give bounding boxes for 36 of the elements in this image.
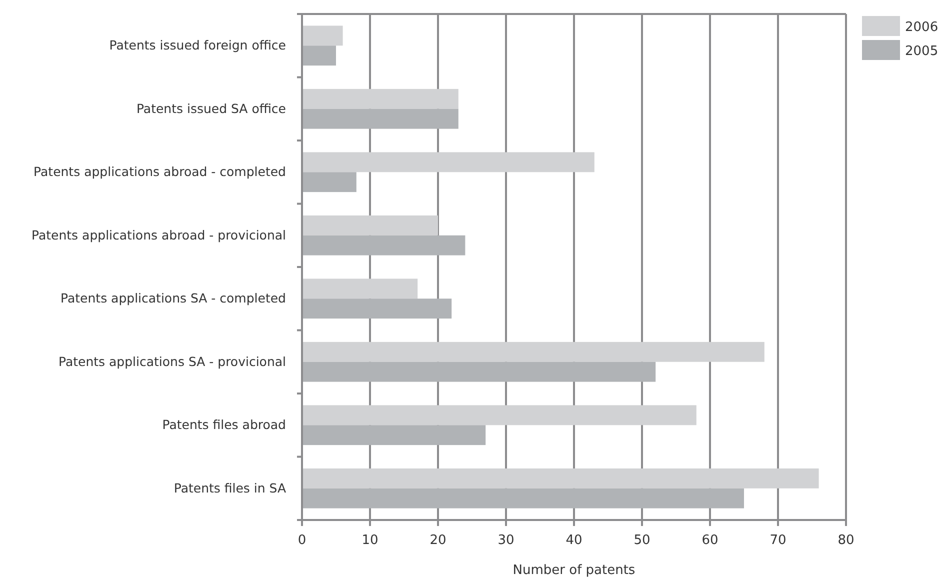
x-tick-label: 10 bbox=[362, 533, 378, 548]
y-tick-label: Patents files abroad bbox=[162, 417, 286, 432]
y-tick-label: Patents applications SA - completed bbox=[60, 290, 286, 306]
legend-label: 2006 bbox=[905, 20, 938, 35]
x-tick-label: 80 bbox=[838, 533, 854, 548]
bar bbox=[302, 215, 438, 236]
bar bbox=[302, 298, 452, 319]
y-tick-label: Patents applications abroad - completed bbox=[34, 164, 286, 180]
bar bbox=[302, 108, 458, 129]
bar bbox=[302, 26, 343, 46]
bar bbox=[302, 488, 744, 508]
bar bbox=[302, 362, 656, 382]
x-tick-label: 50 bbox=[634, 533, 650, 548]
y-tick-label: Patents applications abroad - provicional bbox=[32, 227, 286, 242]
x-tick-label: 70 bbox=[770, 533, 786, 548]
x-tick-label: 40 bbox=[566, 533, 582, 548]
bar bbox=[302, 425, 486, 446]
bar bbox=[302, 235, 466, 256]
bar bbox=[302, 405, 696, 426]
y-tick-label: Patents issued SA office bbox=[136, 100, 286, 116]
x-tick-label: 60 bbox=[702, 533, 718, 548]
bar bbox=[302, 88, 458, 109]
y-tick-label: Patents files in SA bbox=[174, 480, 286, 496]
x-axis-title: Number of patents bbox=[512, 563, 636, 578]
x-tick-label: 20 bbox=[430, 533, 446, 548]
bar bbox=[302, 342, 764, 362]
bar bbox=[302, 172, 356, 192]
x-tick-label: 30 bbox=[498, 533, 514, 548]
bar bbox=[302, 468, 819, 488]
bar bbox=[302, 46, 336, 66]
y-tick-label: Patents applications SA - provicional bbox=[58, 354, 286, 369]
bar bbox=[302, 278, 418, 299]
y-tick-label: Patents issued foreign office bbox=[109, 38, 286, 53]
legend-label: 2005 bbox=[905, 44, 938, 59]
bar bbox=[302, 152, 594, 172]
x-tick-label: 0 bbox=[298, 533, 306, 548]
